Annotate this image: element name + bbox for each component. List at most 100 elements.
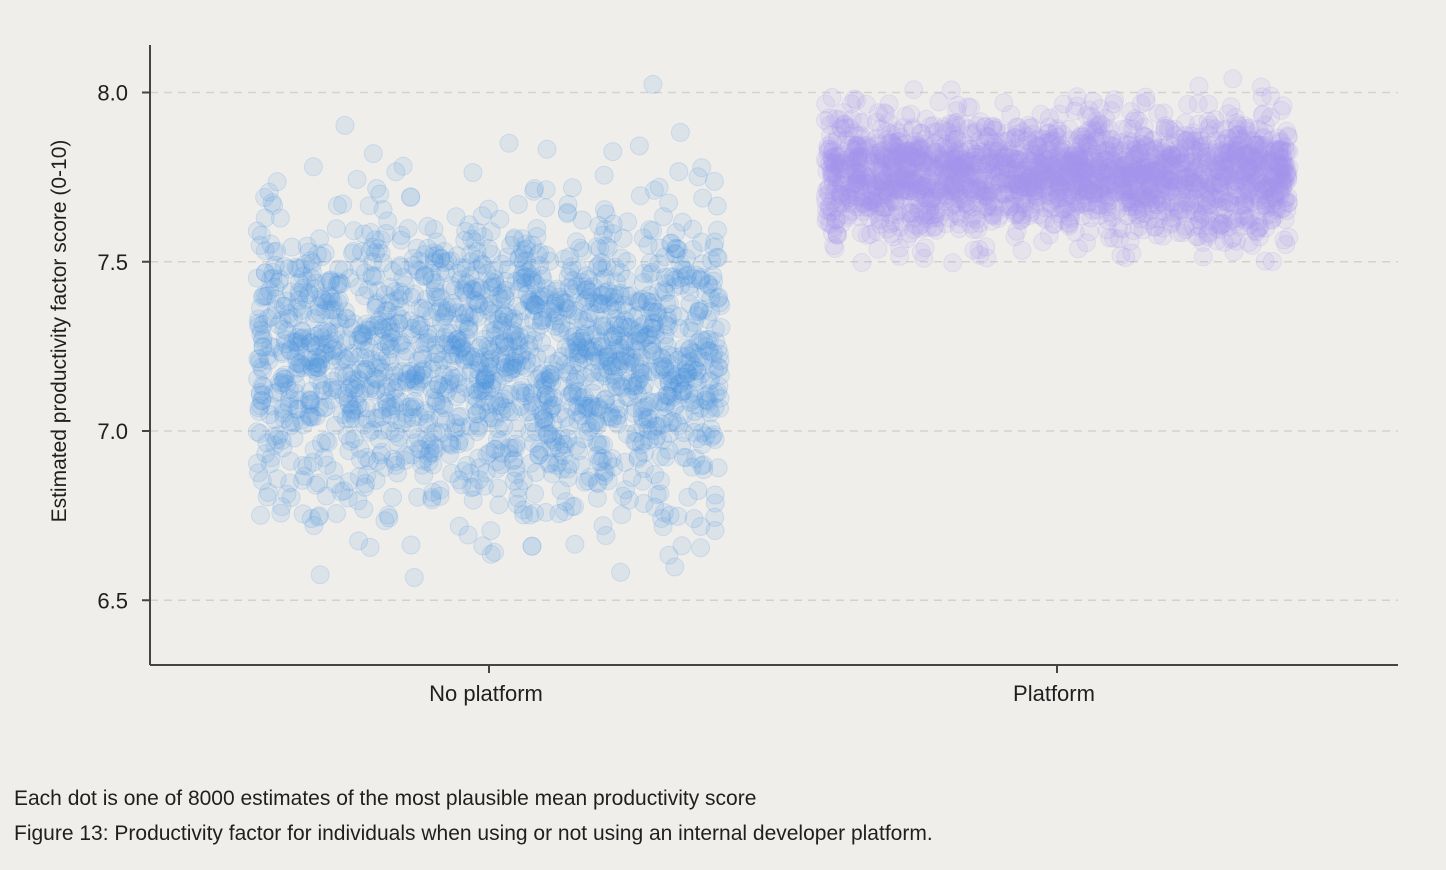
data-point xyxy=(435,242,454,261)
data-point xyxy=(551,314,571,334)
data-point xyxy=(371,342,391,362)
data-point xyxy=(316,486,336,506)
data-point xyxy=(265,435,285,455)
data-point xyxy=(301,390,321,410)
data-point xyxy=(416,404,436,423)
data-point xyxy=(253,315,273,334)
data-point xyxy=(340,268,360,288)
data-point xyxy=(704,360,724,380)
data-point xyxy=(705,521,725,540)
data-point xyxy=(293,456,313,475)
data-point xyxy=(356,360,376,379)
data-point xyxy=(656,393,676,413)
data-point xyxy=(501,235,521,255)
data-point xyxy=(665,277,684,297)
data-point xyxy=(924,116,944,136)
data-point xyxy=(402,287,421,307)
data-point xyxy=(598,451,618,471)
data-point xyxy=(659,386,679,406)
data-point xyxy=(455,305,475,325)
data-point xyxy=(650,238,670,258)
data-point xyxy=(543,299,563,319)
data-point xyxy=(545,303,565,323)
data-point xyxy=(603,327,623,347)
data-point xyxy=(578,421,598,441)
data-point xyxy=(577,398,597,418)
data-point xyxy=(688,481,708,501)
data-point xyxy=(474,381,493,401)
data-point xyxy=(672,346,692,366)
data-point xyxy=(598,471,618,491)
data-point xyxy=(360,451,379,471)
data-point xyxy=(273,373,293,393)
data-point xyxy=(433,350,453,370)
data-point xyxy=(517,350,536,370)
data-point xyxy=(398,397,418,417)
data-point xyxy=(455,313,475,333)
data-point xyxy=(674,405,693,425)
data-point xyxy=(306,357,326,377)
data-point xyxy=(578,288,598,308)
data-point xyxy=(499,357,519,377)
data-point xyxy=(556,337,576,357)
data-point xyxy=(308,358,328,377)
data-point xyxy=(628,371,648,391)
data-point xyxy=(487,459,507,479)
data-point xyxy=(255,286,275,306)
data-point xyxy=(494,389,514,409)
data-point xyxy=(565,534,585,554)
data-point xyxy=(332,404,352,424)
data-point xyxy=(381,405,401,425)
data-point xyxy=(499,402,519,422)
data-point xyxy=(328,196,347,216)
data-point xyxy=(376,391,396,411)
data-point xyxy=(528,245,548,265)
data-point xyxy=(549,504,569,523)
data-point xyxy=(405,397,425,417)
data-point xyxy=(392,413,412,433)
data-point xyxy=(356,314,376,334)
data-point xyxy=(539,454,559,474)
data-point xyxy=(593,286,612,306)
data-point xyxy=(388,314,408,334)
data-point xyxy=(655,325,675,345)
data-point xyxy=(461,252,481,272)
data-point xyxy=(676,353,696,373)
data-point xyxy=(670,306,690,326)
data-point xyxy=(324,461,344,481)
data-point xyxy=(692,158,712,178)
data-point xyxy=(495,358,515,378)
data-point xyxy=(614,335,634,355)
data-point xyxy=(687,371,707,391)
data-point xyxy=(648,416,668,436)
data-point xyxy=(483,370,503,390)
data-point xyxy=(683,360,703,380)
data-point xyxy=(943,253,963,273)
data-point xyxy=(340,378,360,398)
data-point xyxy=(545,296,565,316)
data-point xyxy=(342,402,361,422)
data-point xyxy=(1200,173,1220,193)
data-point xyxy=(435,305,455,325)
data-point xyxy=(257,433,277,453)
data-point xyxy=(694,455,713,475)
data-point xyxy=(389,289,409,309)
data-point xyxy=(1188,94,1208,114)
data-point xyxy=(347,169,367,189)
data-point xyxy=(634,410,654,430)
data-point xyxy=(520,422,540,442)
data-point xyxy=(494,416,514,436)
data-point xyxy=(920,191,940,211)
data-point xyxy=(552,459,572,479)
data-point xyxy=(331,274,351,294)
data-point xyxy=(603,408,622,428)
data-point xyxy=(344,429,364,449)
data-point xyxy=(610,326,630,346)
data-point xyxy=(1075,157,1095,177)
data-point xyxy=(292,321,312,341)
data-point xyxy=(506,465,526,484)
data-point xyxy=(488,287,508,307)
data-point xyxy=(468,382,488,402)
data-point xyxy=(336,332,355,352)
data-point xyxy=(659,545,679,565)
